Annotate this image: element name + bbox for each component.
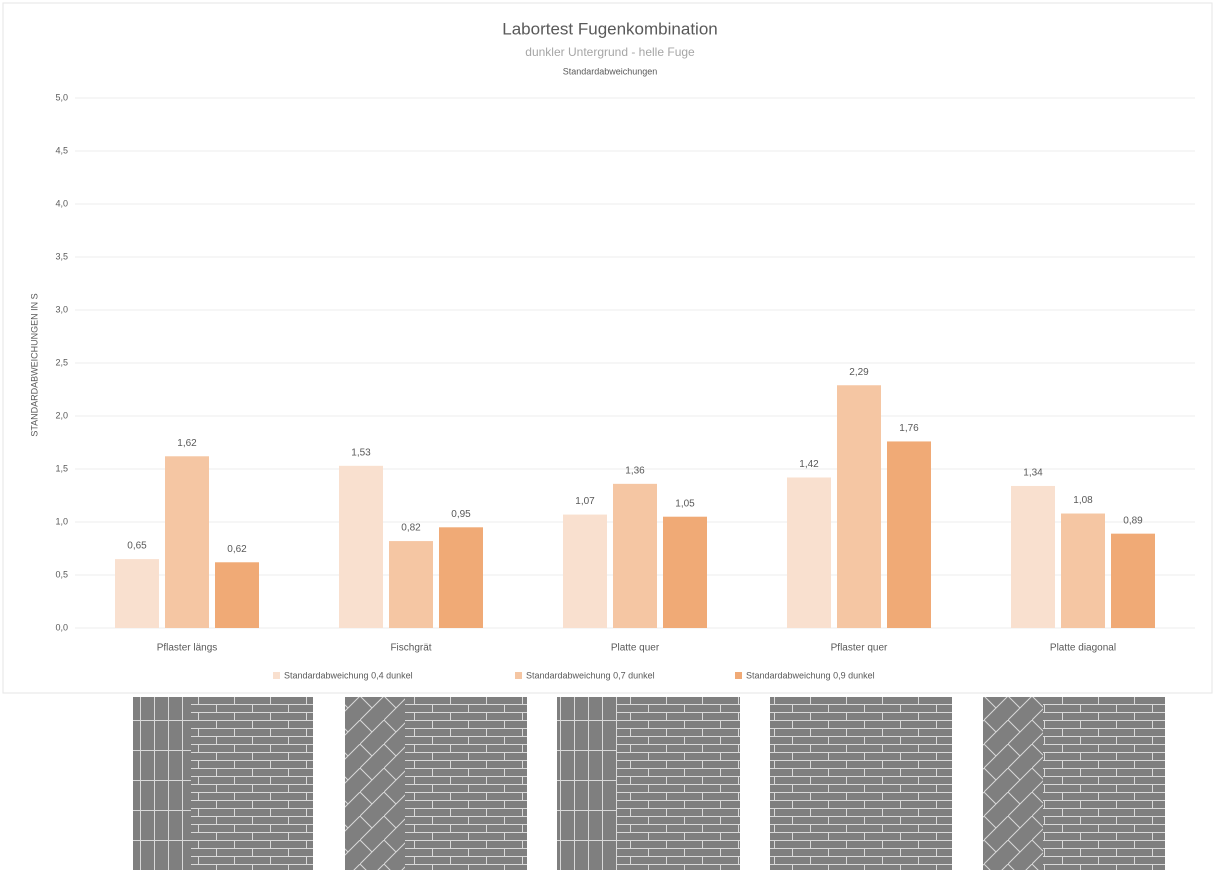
value-label: 0,82 [401,523,421,534]
bar [165,456,209,628]
bar [563,514,607,628]
legend-label: Standardabweichung 0,9 dunkel [746,670,875,680]
legend-label: Standardabweichung 0,4 dunkel [284,670,413,680]
y-tick-label: 5,0 [55,92,68,102]
bar [613,483,657,628]
pattern-tiles [133,697,1165,870]
value-label: 1,76 [899,423,919,434]
y-tick-label: 1,0 [55,516,68,526]
value-label: 1,42 [799,459,819,470]
bar [115,559,159,628]
bar [439,527,483,628]
value-label: 0,62 [227,544,247,555]
value-label: 1,36 [625,465,645,476]
value-label: 1,07 [575,496,595,507]
bar [339,465,383,628]
value-label: 1,08 [1073,495,1093,506]
legend-swatch [515,672,522,679]
y-tick-label: 1,5 [55,463,68,473]
bar [215,562,259,628]
value-label: 0,95 [451,509,471,520]
legend-label: Standardabweichung 0,7 dunkel [526,670,655,680]
tile-part [557,697,617,870]
y-axis-title: STANDARDABWEICHUNGEN IN S [29,293,39,436]
y-tick-label: 3,5 [55,251,68,261]
x-tick-label: Pflaster quer [831,643,888,654]
value-label: 1,62 [177,438,197,449]
bar [1111,533,1155,628]
y-tick-label: 2,5 [55,357,68,367]
tile-part [983,697,1043,870]
y-tick-label: 3,0 [55,304,68,314]
bar [389,541,433,628]
bar [887,441,931,628]
chart-subtitle: dunkler Untergrund - helle Fuge [525,45,695,59]
tile-part [345,697,405,870]
y-tick-label: 4,0 [55,198,68,208]
bar [787,477,831,628]
y-tick-label: 4,5 [55,145,68,155]
legend-swatch [735,672,742,679]
value-label: 0,65 [127,541,147,552]
bar [1011,485,1055,628]
tile [770,697,952,870]
tile-part [133,697,191,870]
x-tick-label: Platte diagonal [1050,643,1116,654]
x-tick-label: Pflaster längs [157,643,218,654]
value-label: 1,05 [675,498,695,509]
value-label: 1,53 [351,447,371,458]
y-tick-label: 0,0 [55,622,68,632]
y-tick-label: 2,0 [55,410,68,420]
value-label: 2,29 [849,367,869,378]
x-tick-label: Platte quer [611,643,660,654]
chart-subtitle2: Standardabweichungen [563,66,658,76]
bar [663,516,707,628]
legend-swatch [273,672,280,679]
y-tick-label: 0,5 [55,569,68,579]
bar [837,385,881,628]
value-label: 1,34 [1023,468,1043,479]
bar [1061,513,1105,628]
value-label: 0,89 [1123,515,1143,526]
chart-title: Labortest Fugenkombination [502,19,717,38]
x-tick-label: Fischgrät [390,643,431,654]
